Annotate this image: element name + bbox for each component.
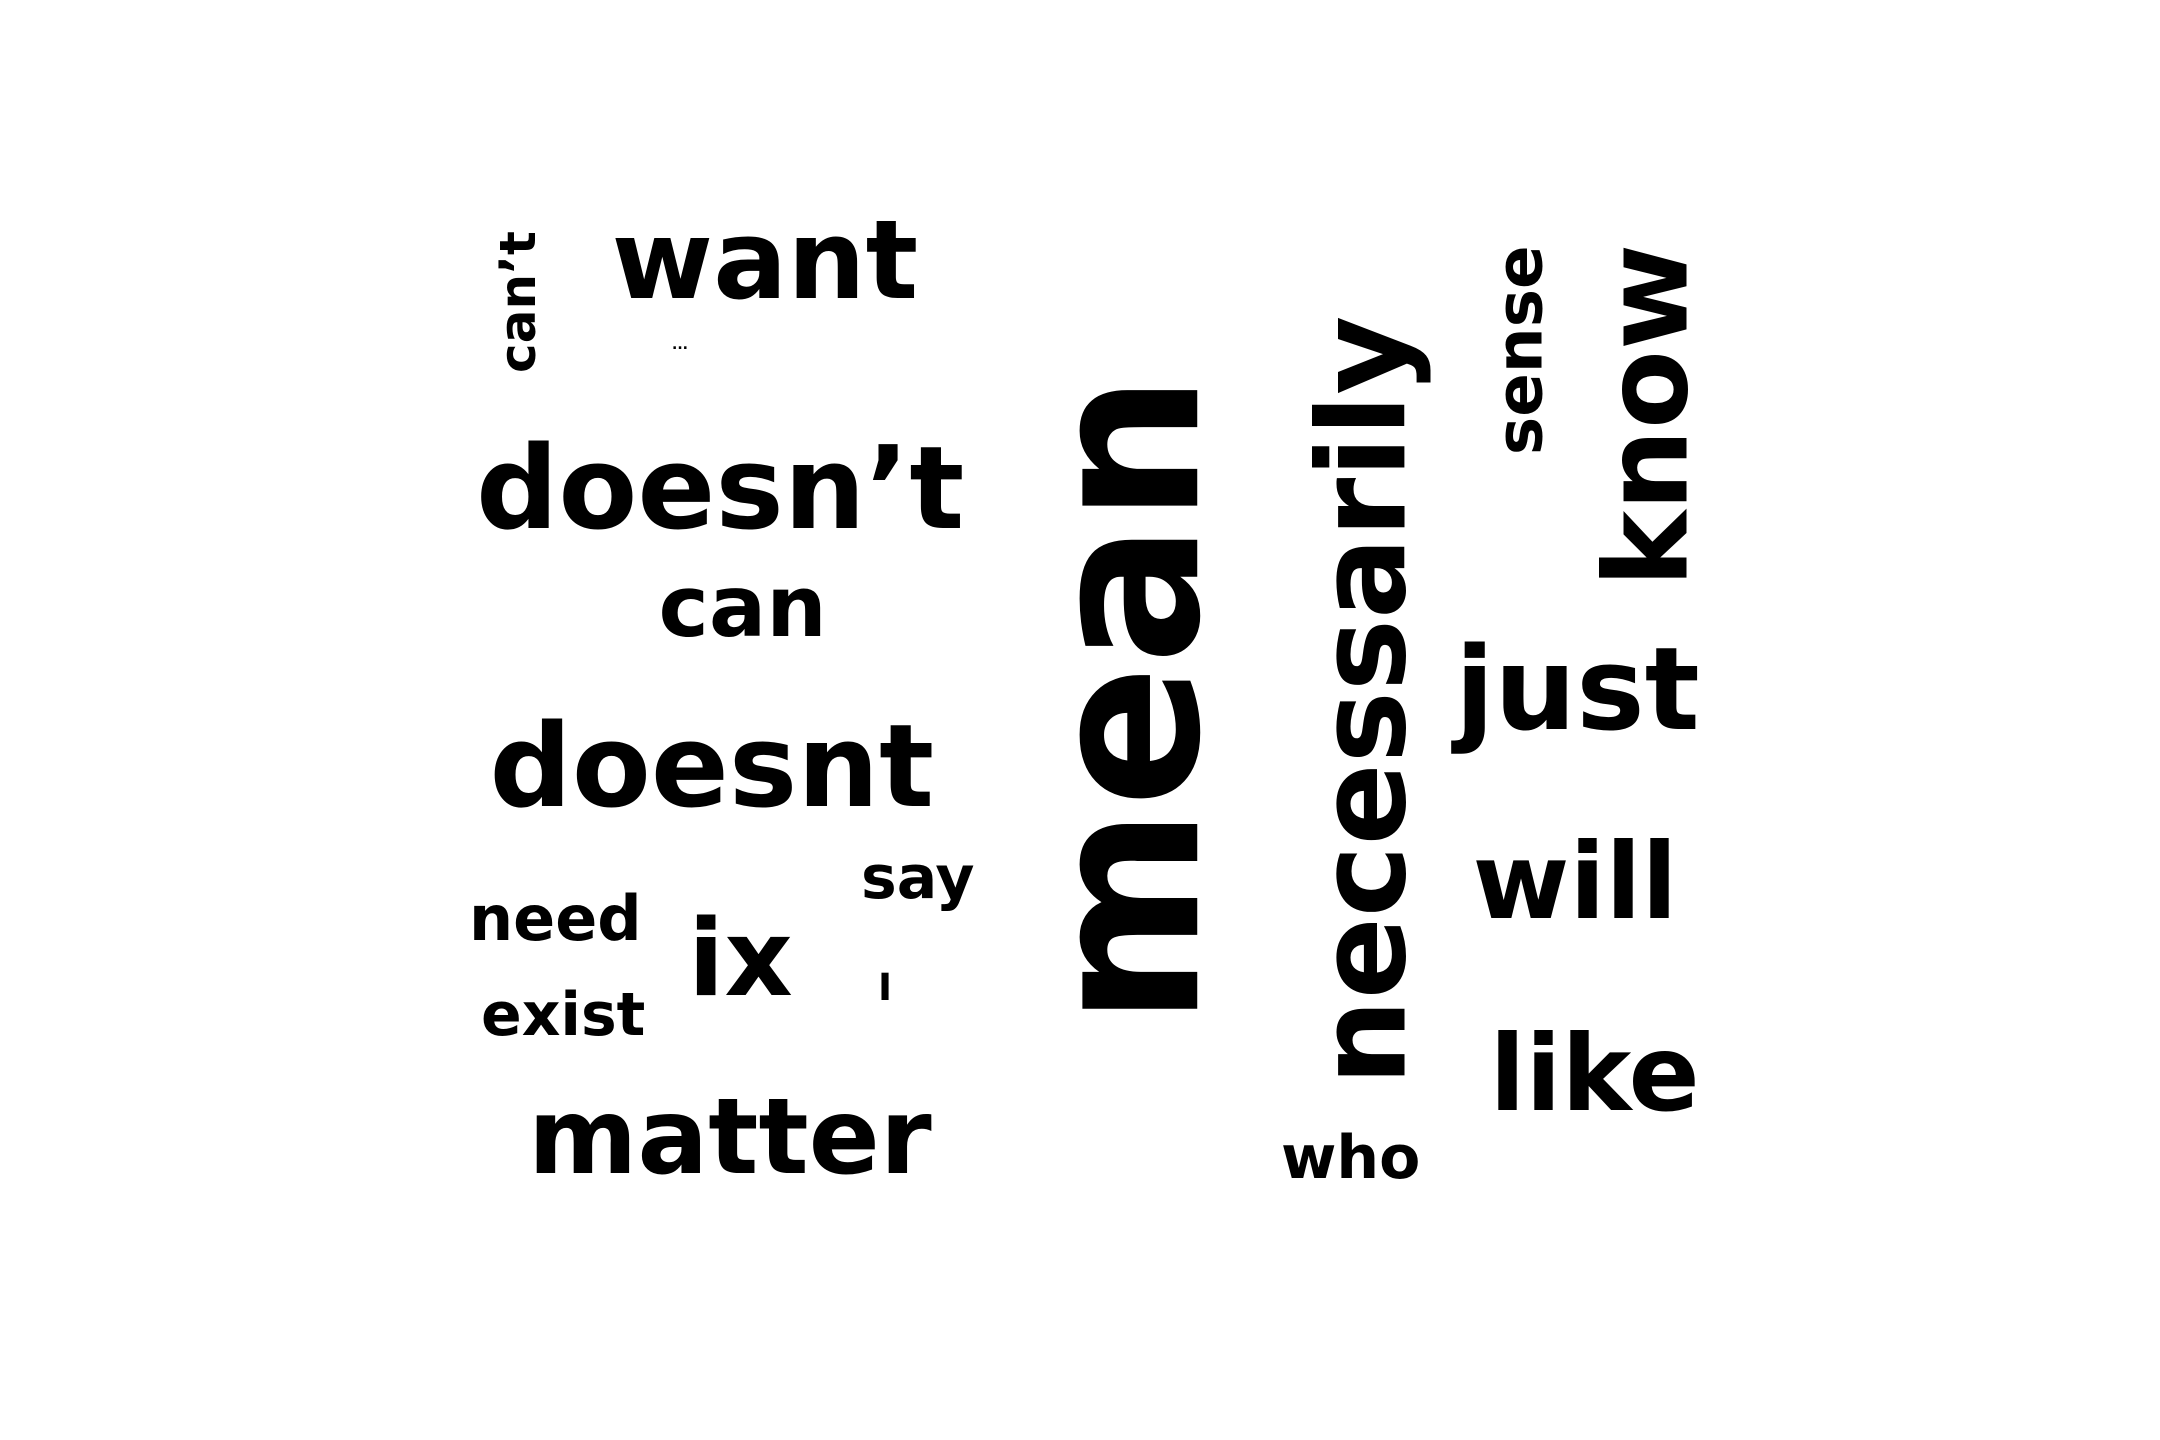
word-doesnt-apostrophe: doesn’t xyxy=(476,422,965,556)
word-cant: can’t xyxy=(488,231,547,373)
word-need: need xyxy=(469,882,642,955)
word-doesnt: doesnt xyxy=(489,700,935,834)
word-i: I xyxy=(878,964,893,1009)
word-mean: mean xyxy=(1002,373,1248,1027)
word-exist: exist xyxy=(481,980,646,1050)
word-can: can xyxy=(658,558,827,657)
word-will: will xyxy=(1472,821,1678,943)
word-ellipsis: ... xyxy=(672,337,688,353)
word-sense: sense xyxy=(1482,245,1558,456)
word-like: like xyxy=(1489,1013,1700,1135)
word-ix: ix xyxy=(688,898,793,1021)
word-want: want xyxy=(611,196,919,324)
word-who: who xyxy=(1281,1123,1421,1193)
word-just: just xyxy=(1455,622,1700,757)
word-necessarily: necessarily xyxy=(1291,315,1433,1085)
word-say: say xyxy=(861,843,975,913)
word-matter: matter xyxy=(528,1076,932,1198)
word-know: know xyxy=(1579,243,1714,587)
